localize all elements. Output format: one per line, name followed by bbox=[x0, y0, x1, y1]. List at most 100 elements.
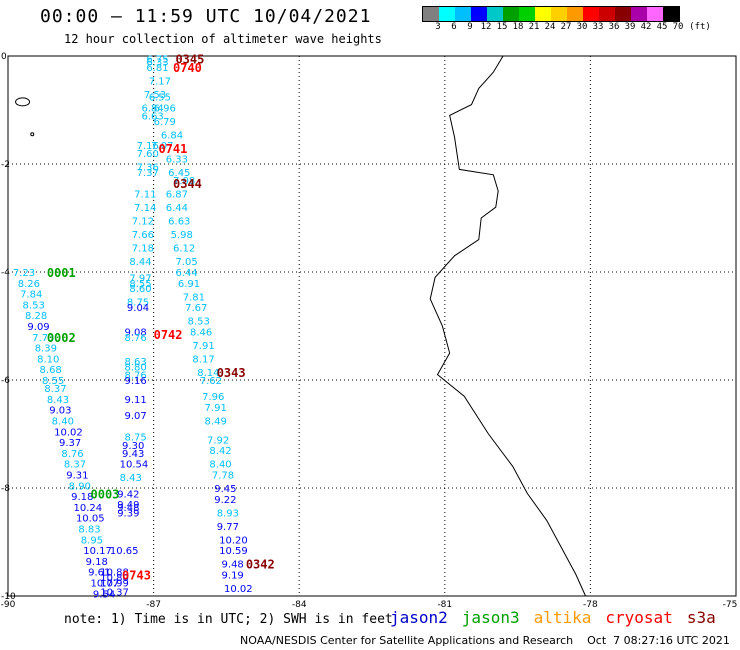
scale-swatch bbox=[663, 7, 679, 21]
wave-height-label: 7.78 bbox=[212, 471, 234, 482]
credit-line: NOAA/NESDIS Center for Satellite Applica… bbox=[240, 634, 730, 647]
wave-height-label: 7.07 bbox=[151, 141, 173, 152]
satellite-legend-jason2: jason2 bbox=[390, 608, 448, 627]
wave-height-label: 6.63 bbox=[141, 111, 163, 122]
wave-height-label: 9.45 bbox=[214, 484, 236, 495]
pass-time-label: 0742 bbox=[154, 328, 183, 342]
wave-height-label: 7.23 bbox=[13, 268, 35, 279]
wave-height-label: 9.03 bbox=[49, 406, 71, 417]
scale-tick-label: 12 bbox=[480, 22, 492, 32]
wave-height-label: 10.80 bbox=[100, 573, 129, 584]
pass-time-label: 0740 bbox=[173, 61, 202, 75]
lat-tick-label: 0 bbox=[1, 52, 7, 62]
wave-height-label: 10.02 bbox=[54, 427, 83, 438]
wave-height-label: 8.39 bbox=[35, 344, 57, 355]
wave-height-label: 7.12 bbox=[132, 217, 154, 228]
wave-height-label: 6.33 bbox=[146, 57, 168, 68]
scale-swatch bbox=[583, 7, 599, 21]
wave-height-label: 8.42 bbox=[209, 446, 231, 457]
wave-height-label: 6.87 bbox=[166, 190, 188, 201]
wave-height-label: 7.60 bbox=[137, 149, 159, 160]
map-grid bbox=[7, 55, 737, 597]
wave-height-label: 7.66 bbox=[132, 230, 154, 241]
pass-time-label: 0002 bbox=[47, 331, 76, 345]
wave-height-label: 9.48 bbox=[222, 560, 244, 571]
wave-height-label: 10.59 bbox=[219, 546, 248, 557]
scale-tick-label: 6 bbox=[451, 22, 457, 32]
wave-height-label: 6.12 bbox=[173, 244, 195, 255]
wave-height-label: 9.11 bbox=[124, 395, 146, 406]
scale-swatch bbox=[455, 7, 471, 21]
wave-height-label: 6.44 bbox=[175, 268, 197, 279]
pass-time-label: 0342 bbox=[246, 558, 275, 572]
lon-tick-label: -87 bbox=[146, 600, 161, 610]
scale-unit-label: (ft) bbox=[689, 22, 711, 32]
coastline bbox=[15, 55, 587, 597]
lat-tick-label: -4 bbox=[1, 268, 10, 278]
wave-height-label: 8.40 bbox=[209, 460, 231, 471]
scale-tick-label: 9 bbox=[467, 22, 473, 32]
wave-height-label: 6.63 bbox=[168, 217, 190, 228]
wave-height-label: 6.33 bbox=[166, 155, 188, 166]
scale-swatch bbox=[487, 7, 503, 21]
wave-height-label: 8.53 bbox=[23, 300, 45, 311]
wave-height-label: 7.91 bbox=[192, 341, 214, 352]
pass-time-label: 0003 bbox=[91, 487, 120, 501]
scale-tick-label: 3 bbox=[435, 22, 441, 32]
satellite-legend-altika: altika bbox=[533, 608, 592, 627]
wave-height-values: 6.756.336.817.177.536.556.846.966.636.79… bbox=[13, 55, 253, 601]
scale-tick-label: 42 bbox=[640, 22, 652, 32]
scale-swatch bbox=[503, 7, 519, 21]
wave-height-label: 8.76 bbox=[61, 449, 83, 460]
wave-height-label: 10.77 bbox=[91, 579, 120, 590]
wave-height-label: 8.44 bbox=[129, 257, 151, 268]
wave-height-label: 6.96 bbox=[154, 103, 176, 114]
wave-height-label: 8.46 bbox=[190, 327, 212, 338]
wave-height-label: 6.45 bbox=[168, 168, 190, 179]
wave-height-label: 8.26 bbox=[18, 279, 40, 290]
wave-height-label: 6.91 bbox=[178, 279, 200, 290]
wave-height-label: 7.08 bbox=[173, 176, 195, 187]
wave-height-label: 8.75 bbox=[124, 433, 146, 444]
satellite-legend-cryosat: cryosat bbox=[605, 608, 673, 627]
island-isabela bbox=[15, 97, 31, 107]
wave-height-label: 10.05 bbox=[76, 514, 105, 525]
scale-tick-label: 21 bbox=[528, 22, 540, 32]
pass-time-label: 0741 bbox=[158, 142, 187, 156]
wave-height-label: 7.84 bbox=[20, 290, 42, 301]
wave-height-label: 9.18 bbox=[86, 557, 108, 568]
wave-height-label: 9.49 bbox=[117, 500, 139, 511]
satellite-legend-jason3: jason3 bbox=[461, 608, 520, 627]
scale-tick-label: 30 bbox=[576, 22, 588, 32]
pass-time-label: 0344 bbox=[173, 177, 202, 191]
map-frame bbox=[7, 55, 737, 597]
wave-height-label: 10.02 bbox=[224, 584, 253, 595]
wave-height-label: 9.39 bbox=[117, 508, 139, 519]
wave-height-label: 9.16 bbox=[124, 376, 146, 387]
wave-height-label: 10.24 bbox=[74, 503, 103, 514]
lon-tick-label: -75 bbox=[723, 600, 738, 610]
wave-height-label: 6.55 bbox=[149, 93, 171, 104]
wave-height-label: 10.37 bbox=[100, 588, 129, 599]
color-scale-labels: 3 6 9 12 15 18 21 24 27 30 33 36 39 42 45 70 (ft) bbox=[422, 22, 740, 34]
scale-tick-label: 36 bbox=[608, 22, 620, 32]
wave-height-label: 9.08 bbox=[124, 327, 146, 338]
scale-swatch bbox=[535, 7, 551, 21]
page-title: 00:00 – 11:59 UTC 10/04/2021 bbox=[40, 6, 372, 27]
wave-height-label: 8.49 bbox=[205, 417, 227, 428]
lat-tick-label: -8 bbox=[1, 484, 10, 494]
wave-height-label: 5.98 bbox=[171, 230, 193, 241]
wave-height-label: 8.90 bbox=[69, 481, 91, 492]
wave-height-label: 8.95 bbox=[81, 535, 103, 546]
wave-height-label: 9.31 bbox=[66, 471, 88, 482]
wave-height-label: 9.42 bbox=[117, 489, 139, 500]
wave-height-label: 9.43 bbox=[122, 449, 144, 460]
wave-height-label: 10.99 bbox=[100, 579, 129, 590]
wave-height-label: 8.43 bbox=[47, 395, 69, 406]
wave-height-label: 9.18 bbox=[71, 492, 93, 503]
wave-height-label: 8.43 bbox=[120, 473, 142, 484]
wave-height-label: 7.67 bbox=[185, 303, 207, 314]
lon-tick-label: -78 bbox=[583, 600, 598, 610]
